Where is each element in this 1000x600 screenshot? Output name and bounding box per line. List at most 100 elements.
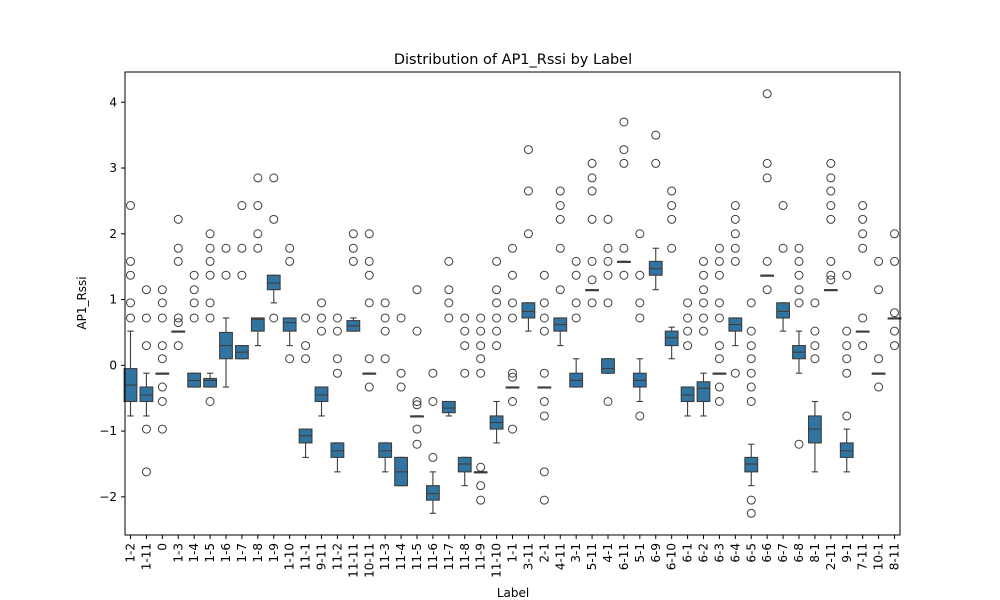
outlier-point [205,243,215,253]
outlier-point [635,270,645,280]
outlier-point [444,298,454,308]
outlier-point [476,313,486,323]
outlier-point [730,256,740,266]
outlier-point [826,158,836,168]
box-5-1 [632,229,647,421]
outlier-point [173,318,183,328]
outlier-point [714,382,724,392]
box-0 [155,285,170,434]
outlier-point [157,354,167,364]
outlier-point [476,341,486,351]
outlier-point [555,285,565,295]
outlier-point [317,313,326,323]
outlier-point [444,285,454,295]
outlier-point [683,341,693,351]
iqr-box [330,442,345,458]
outlier-point [364,270,374,280]
outlier-point [603,270,613,280]
outlier-point [301,354,311,364]
box-3-1 [569,256,584,388]
outlier-point [746,508,756,518]
outlier-point [874,382,884,392]
iqr-box [521,302,536,319]
x-tick-label: 10-11 [362,543,376,578]
outlier-point [794,243,804,253]
box-5-11 [585,158,600,308]
outlier-point [492,298,502,308]
chart-title: Distribution of AP1_Rssi by Label [394,52,632,68]
iqr-box [250,317,265,332]
x-tick-label: 6-4 [728,543,742,563]
x-axis-label: Label [497,586,529,600]
outlier-point [412,396,422,406]
box-1-2 [123,201,138,417]
outlier-point [332,368,342,378]
outlier-point [842,270,852,280]
outlier-point [492,256,502,266]
outlier-point [476,495,486,505]
box-11-10 [489,256,504,444]
outlier-point [635,313,645,323]
outlier-point [555,201,565,211]
outlier-point [301,313,311,323]
outlier-point [539,411,549,421]
box-11-7 [441,256,456,417]
outlier-point [189,270,199,280]
outlier-point [380,313,390,323]
outlier-point [762,256,772,266]
outlier-point [826,214,836,224]
iqr-box [139,386,154,403]
outlier-point [141,285,151,295]
outlier-point [826,270,836,280]
outlier-point [412,285,422,295]
outlier-point [364,256,374,266]
outlier-point [794,439,804,449]
outlier-point [523,186,533,196]
outlier-point [332,313,342,323]
outlier-point [619,117,629,127]
outlier-point [141,313,151,323]
outlier-point [364,298,374,308]
box-6-10 [664,186,679,360]
outlier-point [683,326,693,336]
iqr-box [203,377,217,388]
outlier-point [730,201,740,211]
x-tick-label: 11-2 [330,543,344,570]
outlier-point [826,173,836,183]
x-tick-label: 6-10 [665,543,679,570]
y-tick-label: 1 [109,293,117,307]
outlier-point [476,326,486,336]
outlier-point [762,89,772,99]
box-6-7 [776,201,791,332]
outlier-point [842,354,852,364]
outlier-point [714,341,724,351]
outlier-point [794,270,804,280]
outlier-point [842,341,852,351]
outlier-point [746,341,756,351]
box-8-11 [887,229,902,351]
x-tick-label: 1-2 [124,543,138,563]
x-tick-label: 1-8 [251,543,265,563]
outlier-point [539,495,549,505]
outlier-point [714,354,724,364]
outlier-point [157,313,167,323]
outlier-point [587,186,597,196]
x-tick-label: 1-10 [283,543,297,570]
x-tick-label: 6-6 [760,543,774,563]
outlier-point [794,256,804,266]
outlier-point [332,326,342,336]
outlier-point [205,256,215,266]
outlier-point [714,313,724,323]
iqr-box [457,456,472,473]
outlier-point [858,313,868,323]
outlier-point [714,256,724,266]
outlier-point [555,186,565,196]
outlier-point [126,313,135,323]
outlier-point [317,298,326,308]
box-3-11 [521,145,536,332]
box-9-1 [839,270,854,473]
outlier-point [746,298,756,308]
box-1-7 [235,201,249,360]
outlier-point [667,214,677,224]
outlier-point [714,298,724,308]
